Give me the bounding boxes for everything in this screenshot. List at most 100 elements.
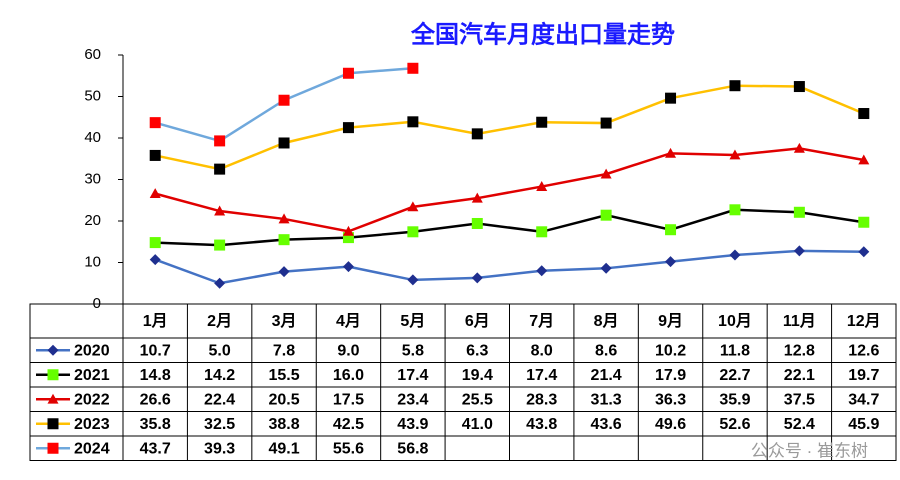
table-cell: 38.8 bbox=[268, 416, 299, 433]
marker bbox=[342, 261, 354, 273]
marker bbox=[471, 272, 483, 284]
y-tick-label: 0 bbox=[93, 295, 101, 312]
y-tick-label: 60 bbox=[84, 46, 101, 63]
table-cell: 41.0 bbox=[462, 416, 493, 433]
marker bbox=[536, 226, 548, 238]
marker bbox=[536, 265, 548, 277]
marker bbox=[729, 204, 741, 216]
table-cell: 31.3 bbox=[591, 391, 622, 408]
x-tick-label: 5月 bbox=[400, 312, 425, 330]
marker bbox=[214, 239, 226, 251]
marker bbox=[407, 201, 419, 212]
table-cell: 25.5 bbox=[462, 391, 493, 408]
table-cell: 52.4 bbox=[784, 416, 815, 433]
marker bbox=[278, 137, 290, 149]
table-cell: 22.7 bbox=[719, 367, 750, 384]
y-tick-label: 20 bbox=[84, 212, 101, 229]
table-cell: 5.0 bbox=[209, 342, 231, 359]
x-tick-label: 4月 bbox=[336, 312, 361, 330]
marker bbox=[793, 245, 805, 257]
marker bbox=[729, 149, 741, 160]
marker bbox=[278, 266, 290, 278]
marker bbox=[471, 217, 483, 229]
table-cell: 14.2 bbox=[204, 367, 235, 384]
x-tick-label: 8月 bbox=[594, 312, 619, 330]
table-cell: 36.3 bbox=[655, 391, 686, 408]
table-cell: 17.5 bbox=[333, 391, 364, 408]
table-cell: 35.8 bbox=[140, 416, 171, 433]
table-cell: 55.6 bbox=[333, 440, 364, 457]
table-cell: 42.5 bbox=[333, 416, 364, 433]
table-cell: 35.9 bbox=[719, 391, 750, 408]
marker bbox=[278, 213, 290, 224]
marker bbox=[793, 206, 805, 218]
marker bbox=[471, 192, 483, 203]
marker bbox=[600, 168, 612, 179]
marker bbox=[407, 274, 419, 286]
marker bbox=[149, 188, 161, 199]
table-cell: 43.7 bbox=[140, 440, 171, 457]
legend-marker bbox=[47, 418, 59, 430]
table-cell: 9.0 bbox=[337, 342, 359, 359]
marker bbox=[858, 154, 870, 165]
marker bbox=[665, 147, 677, 158]
table-cell: 8.6 bbox=[595, 342, 617, 359]
marker bbox=[342, 232, 354, 244]
table-cell: 32.5 bbox=[204, 416, 235, 433]
marker bbox=[665, 256, 677, 268]
marker bbox=[407, 116, 419, 128]
marker bbox=[278, 94, 290, 106]
marker bbox=[729, 80, 741, 92]
marker bbox=[149, 237, 161, 249]
x-tick-label: 1月 bbox=[143, 312, 168, 330]
marker bbox=[536, 181, 548, 191]
series-line bbox=[154, 249, 864, 285]
table-cell: 43.9 bbox=[397, 416, 428, 433]
marker bbox=[278, 234, 290, 246]
marker bbox=[858, 246, 870, 258]
table-cell: 52.6 bbox=[719, 416, 750, 433]
table-cell: 10.7 bbox=[140, 342, 171, 359]
table-cell: 15.5 bbox=[268, 367, 299, 384]
y-tick-label: 50 bbox=[84, 87, 101, 104]
marker bbox=[600, 117, 612, 129]
x-tick-label: 9月 bbox=[658, 312, 683, 330]
marker bbox=[214, 135, 226, 147]
table-cell: 45.9 bbox=[848, 416, 879, 433]
marker bbox=[342, 122, 354, 134]
marker bbox=[729, 249, 741, 261]
marker bbox=[149, 117, 161, 129]
table-cell: 5.8 bbox=[402, 342, 424, 359]
marker bbox=[665, 224, 677, 236]
x-tick-label: 2月 bbox=[207, 312, 232, 330]
marker bbox=[407, 226, 419, 238]
marker bbox=[214, 163, 226, 175]
table-cell: 49.1 bbox=[268, 440, 299, 457]
series-line bbox=[155, 208, 864, 247]
marker bbox=[214, 205, 226, 216]
table-cell: 17.4 bbox=[526, 367, 557, 384]
table-cell: 34.7 bbox=[848, 391, 879, 408]
table-cell: 19.4 bbox=[462, 367, 493, 384]
table-cell: 12.8 bbox=[784, 342, 815, 359]
table-cell: 22.4 bbox=[204, 391, 235, 408]
table-cell: 26.6 bbox=[140, 391, 171, 408]
y-tick-label: 40 bbox=[84, 129, 101, 146]
marker bbox=[600, 262, 612, 274]
legend-marker bbox=[47, 369, 59, 381]
x-tick-label: 7月 bbox=[529, 312, 554, 330]
marker bbox=[858, 216, 870, 228]
table-cell: 10.2 bbox=[655, 342, 686, 359]
table-cell: 28.3 bbox=[526, 391, 557, 408]
table-cell: 12.6 bbox=[848, 342, 879, 359]
table-cell: 21.4 bbox=[591, 367, 622, 384]
table-cell: 56.8 bbox=[397, 440, 428, 457]
legend-label: 2021 bbox=[74, 367, 110, 384]
table-cell: 14.8 bbox=[140, 367, 171, 384]
table-cell: 37.5 bbox=[784, 391, 815, 408]
marker bbox=[149, 254, 161, 266]
marker bbox=[793, 142, 805, 153]
legend-label: 2024 bbox=[74, 440, 110, 457]
marker bbox=[600, 209, 612, 221]
